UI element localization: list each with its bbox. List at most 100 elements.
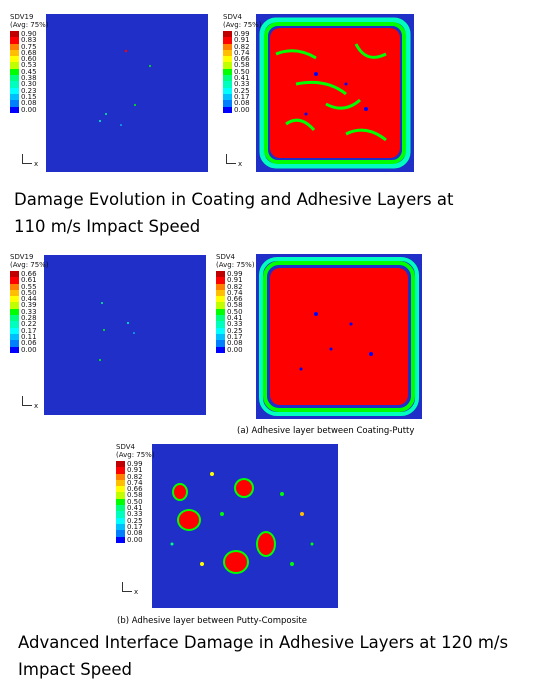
legend-avg-4: (Avg: 75%) [216, 261, 255, 269]
legend-value: 0.08 [234, 99, 250, 108]
legend-variable-3: SDV19 [10, 253, 34, 261]
legend-value: 0.91 [227, 276, 243, 285]
color-bar-swatch [10, 31, 19, 38]
color-bar-swatch [216, 283, 225, 290]
axis-x-label: x [134, 588, 139, 596]
color-bar-swatch [223, 37, 232, 44]
legend-value: 0.66 [127, 485, 143, 494]
color-bar-swatch [10, 68, 19, 76]
color-bar-swatch [10, 333, 19, 341]
legend-variable-2: SDV4 [223, 13, 242, 21]
heading-120-ms: Advanced Interface Damage in Adhesive La… [18, 633, 509, 679]
color-bar-swatch [116, 523, 125, 531]
color-bar-swatch [216, 277, 225, 284]
legend-value: 0.08 [127, 529, 143, 538]
color-bar-swatch [216, 308, 225, 316]
color-bar-swatch [116, 467, 125, 474]
legend-value: 0.33 [234, 80, 250, 89]
contour-plot-3 [44, 255, 206, 415]
color-bar-swatch [116, 486, 125, 493]
color-bar-swatch [10, 43, 19, 50]
legend-avg-3: (Avg: 75%) [10, 261, 49, 269]
color-bar-swatch [10, 302, 19, 309]
contour-plot-5 [152, 444, 338, 608]
legend-value: 0.74 [227, 288, 243, 297]
color-bar-1 [10, 31, 19, 113]
axis-triad-5: x [120, 578, 144, 596]
legend-value: 0.68 [21, 48, 37, 57]
legend-value: 0.00 [21, 105, 37, 114]
legend-value: 0.30 [21, 80, 37, 89]
legend-value: 0.39 [21, 301, 37, 310]
legend-value: 0.44 [21, 295, 37, 304]
legend-value: 0.00 [21, 345, 37, 354]
color-bar-swatch [216, 321, 225, 328]
legend-value: 0.99 [127, 460, 143, 468]
color-bar-swatch [116, 498, 125, 506]
legend-value: 0.91 [234, 36, 250, 45]
legend-variable-5: SDV4 [116, 443, 135, 451]
legend-value: 0.38 [21, 74, 37, 83]
legend-values-5: 0.99 0.91 0.82 0.74 0.66 0.58 0.50 0.41 … [127, 460, 143, 543]
legend-value: 0.00 [227, 345, 243, 354]
color-bar-swatch [216, 302, 225, 309]
legend-value: 0.45 [21, 67, 37, 76]
color-bar-swatch [10, 327, 19, 334]
contour-panel-3: SDV19 (Avg: 75%) 0.66 0.61 0.55 0.50 0.4… [0, 250, 210, 420]
legend-values-4: 0.99 0.91 0.82 0.74 0.66 0.58 0.50 0.41 … [227, 270, 243, 354]
legend-value: 0.58 [127, 491, 143, 500]
contour-plot-1 [46, 14, 208, 172]
color-bar-swatch [223, 100, 232, 107]
color-bar-swatch [223, 93, 232, 101]
color-bar-swatch [10, 271, 19, 278]
legend-value: 0.61 [21, 276, 37, 285]
color-bar-swatch [116, 536, 125, 543]
legend-value: 0.83 [21, 36, 37, 45]
legend-values-2: 0.99 0.91 0.82 0.74 0.66 0.58 0.50 0.41 … [234, 30, 250, 114]
color-bar-swatch [116, 492, 125, 499]
legend-value: 0.00 [234, 105, 250, 114]
legend-values-3: 0.66 0.61 0.55 0.50 0.44 0.39 0.33 0.28 … [21, 270, 37, 354]
color-bar-swatch [10, 283, 19, 290]
legend-value: 0.17 [127, 522, 143, 531]
color-bar-swatch [216, 271, 225, 278]
color-bar-4 [216, 271, 225, 353]
color-bar-swatch [223, 56, 232, 63]
legend-value: 0.11 [21, 332, 37, 341]
legend-value: 0.33 [227, 320, 243, 329]
legend-value: 0.55 [21, 282, 37, 291]
legend-value: 0.15 [21, 92, 37, 101]
axis-x-label: x [34, 160, 39, 168]
color-bar-swatch [10, 37, 19, 44]
color-bar-swatch [223, 75, 232, 82]
damage-field-4 [259, 257, 419, 416]
color-bar-swatch [10, 277, 19, 284]
legend-value: 0.82 [127, 472, 143, 481]
caption-b: (b) Adhesive layer between Putty-Composi… [117, 616, 307, 626]
color-bar-swatch [10, 49, 19, 57]
color-bar-swatch [10, 296, 19, 303]
legend-value: 0.17 [21, 326, 37, 335]
legend-value: 0.75 [21, 42, 37, 51]
axis-triad-2: x [224, 150, 248, 168]
damage-field-5 [170, 472, 314, 574]
legend-value: 0.66 [234, 55, 250, 64]
color-bar-swatch [116, 511, 125, 518]
color-bar-swatch [10, 93, 19, 101]
contour-plot-4 [256, 254, 422, 419]
color-bar-swatch [116, 479, 125, 487]
legend-value: 0.99 [227, 270, 243, 278]
color-bar-swatch [10, 340, 19, 347]
color-bar-swatch [10, 100, 19, 107]
legend-values-1: 0.90 0.83 0.75 0.68 0.60 0.53 0.45 0.38 … [21, 30, 37, 114]
color-bar-swatch [223, 62, 232, 69]
color-bar-swatch [10, 289, 19, 297]
color-bar-swatch [216, 296, 225, 303]
color-bar-swatch [10, 87, 19, 94]
legend-value: 0.74 [234, 48, 250, 57]
legend-value: 0.41 [127, 504, 143, 513]
legend-value: 0.50 [21, 288, 37, 297]
legend-value: 0.25 [127, 516, 143, 525]
color-bar-swatch [223, 43, 232, 50]
color-bar-swatch [223, 106, 232, 113]
